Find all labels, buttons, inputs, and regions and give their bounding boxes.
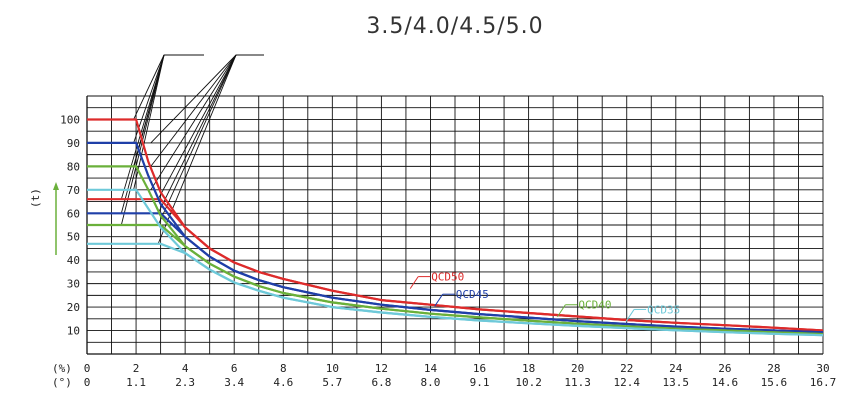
x-tick-label-degree: 13.5 <box>663 376 690 389</box>
x-tick-label-percent: 20 <box>571 362 584 375</box>
x-tick-label-percent: 30 <box>816 362 829 375</box>
leader-line <box>150 54 237 144</box>
y-tick-label: 80 <box>67 160 80 173</box>
x-tick-label-degree: 6.8 <box>371 376 391 389</box>
series-label-leader <box>409 276 419 289</box>
leader-line <box>157 54 237 226</box>
y-axis-label: (t) <box>29 188 42 208</box>
x-tick-label-degree: 8.0 <box>421 376 441 389</box>
x-tick-label-percent: 24 <box>669 362 683 375</box>
x-tick-label-percent: 6 <box>231 362 238 375</box>
y-tick-label: 60 <box>67 207 80 220</box>
y-tick-label: 100 <box>60 113 80 126</box>
leader-line <box>120 54 165 214</box>
chart-grid <box>86 95 824 355</box>
leader-line <box>120 54 165 200</box>
leader-line <box>133 54 165 120</box>
x-tick-label-degree: 4.6 <box>273 376 293 389</box>
x-tick-label-degree: 16.7 <box>810 376 837 389</box>
x-tick-label-degree: 9.1 <box>470 376 490 389</box>
series-line-qcd45 <box>87 212 824 334</box>
x-tick-label-percent: 28 <box>767 362 780 375</box>
chart-title: 3.5/4.0/4.5/5.0 <box>366 14 543 39</box>
series-line-qcd50 <box>87 198 824 332</box>
series-label-qcd45: QCD45 <box>456 288 489 301</box>
series-layer: QCD50 QCD45 QCD40 QCD35 <box>87 118 824 337</box>
y-tick-label: 40 <box>67 254 80 267</box>
series-label-leader <box>556 304 566 318</box>
x-tick-label-percent: 26 <box>718 362 731 375</box>
x-tick-label-degree: 2.3 <box>175 376 195 389</box>
x-tick-label-percent: 10 <box>326 362 339 375</box>
leader-line <box>133 54 165 190</box>
x-tick-label-percent: 16 <box>473 362 486 375</box>
series-label-qcd40: QCD40 <box>578 299 611 312</box>
x-tick-label-percent: 4 <box>182 362 189 375</box>
x-tick-label-percent: 8 <box>280 362 287 375</box>
x-tick-label-degree: 1.1 <box>126 376 146 389</box>
x-tick-label-degree: 11.3 <box>564 376 591 389</box>
leader-lines <box>120 54 264 244</box>
series-label-qcd35: QCD35 <box>647 303 680 316</box>
x-tick-label-percent: 18 <box>522 362 535 375</box>
x-unit-degree: (°) <box>52 376 72 389</box>
y-tick-label: 50 <box>67 231 80 244</box>
y-tick-label: 90 <box>67 137 80 150</box>
x-tick-label-degree: 0 <box>84 376 91 389</box>
series-label-qcd50: QCD50 <box>431 271 464 284</box>
series-line-qcd40 <box>87 223 824 336</box>
x-tick-label-percent: 2 <box>133 362 140 375</box>
x-tick-label-degree: 3.4 <box>224 376 244 389</box>
x-tick-label-degree: 15.6 <box>761 376 788 389</box>
y-axis-ticks: 10 20 30 40 50 60 70 80 90 100 <box>60 113 80 337</box>
leader-line <box>157 54 237 200</box>
y-axis-arrow-head <box>53 182 59 190</box>
x-axis-ticks: 00 21.1 42.3 63.4 84.6 105.7 126.8 148.0 169.1 18… <box>84 362 837 389</box>
x-tick-label-degree: 5.7 <box>322 376 342 389</box>
x-tick-label-percent: 22 <box>620 362 633 375</box>
leader-line <box>157 54 237 214</box>
series-label-leader <box>625 309 635 322</box>
x-tick-label-percent: 12 <box>375 362 388 375</box>
y-tick-label: 10 <box>67 325 80 338</box>
x-unit-percent: (%) <box>52 362 72 375</box>
series-line-qcd35 <box>87 242 824 337</box>
leader-line <box>150 54 237 167</box>
series-label-leader <box>434 293 444 307</box>
y-tick-label: 30 <box>67 278 80 291</box>
y-tick-label: 20 <box>67 301 80 314</box>
leader-line <box>150 54 237 191</box>
x-tick-label-percent: 14 <box>424 362 438 375</box>
x-tick-label-percent: 0 <box>84 362 91 375</box>
x-tick-label-degree: 14.6 <box>712 376 739 389</box>
y-tick-label: 70 <box>67 184 80 197</box>
x-tick-label-degree: 12.4 <box>613 376 640 389</box>
x-tick-label-degree: 10.2 <box>515 376 542 389</box>
